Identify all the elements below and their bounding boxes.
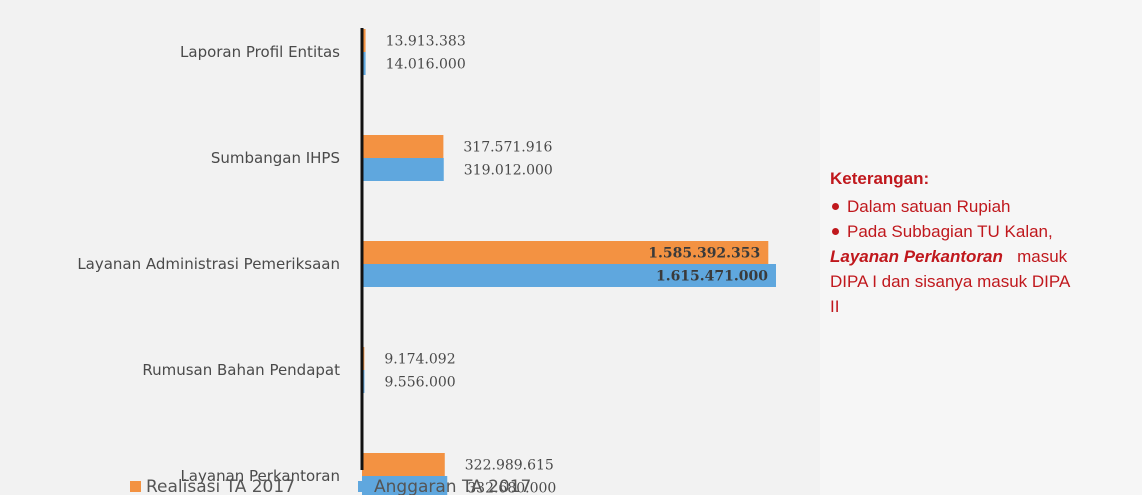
data-label: 14.016.000 [386,57,466,73]
data-label: 9.556.000 [384,375,455,391]
data-label: 317.571.916 [463,140,552,156]
bar-realisasi [362,135,444,158]
note-line-2: Layanan Perkantoran masuk [830,244,1135,269]
legend-swatch [130,481,141,492]
bullet-dot-icon [832,228,839,236]
legend-label: Anggaran TA 2017 [374,477,531,495]
legend-label: Realisasi TA 2017 [146,477,295,495]
bar-anggaran [362,158,444,181]
note-bullet-1-text: Dalam satuan Rupiah [847,197,1011,216]
bar-realisasi [362,29,366,52]
category-label: Rumusan Bahan Pendapat [142,361,340,379]
category-label: Sumbangan IHPS [211,149,340,167]
note-panel: Keterangan: Dalam satuan Rupiah Pada Sub… [830,166,1135,319]
note-line-3: DIPA I dan sisanya masuk DIPA [830,272,1071,291]
bar-realisasi [362,241,769,264]
category-label: Laporan Profil Entitas [180,43,340,61]
note-line-4: II [830,297,840,316]
data-label: 9.174.092 [384,352,455,368]
category-label: Layanan Administrasi Pemeriksaan [77,255,340,273]
note-bullet-2-text: Pada Subbagian TU Kalan, [847,222,1053,241]
note-bullet-1: Dalam satuan Rupiah [830,194,1135,219]
category-label: Layanan Perkantoran [180,467,340,485]
note-title: Keterangan: [830,169,930,188]
note-emphasis: Layanan Perkantoran [830,247,1003,266]
note-line-2-rest: masuk [1017,247,1068,266]
bar-anggaran [362,264,776,287]
data-label: 322.989.615 [465,458,554,474]
note-bullet-2: Pada Subbagian TU Kalan, [830,219,1135,244]
data-label: 1.585.392.353 [648,246,760,262]
data-label: 332.680.000 [467,481,556,495]
bar-anggaran [362,476,448,495]
bar-chart: Laporan Profil Entitas 13.913.383 14.016.0… [77,28,776,495]
legend-swatch [358,481,369,492]
bullet-dot-icon [832,203,839,211]
data-label: 13.913.383 [386,34,466,50]
data-label: 319.012.000 [464,163,553,179]
chart-area: Laporan Profil Entitas 13.913.383 14.016.0… [77,28,776,495]
bar-anggaran [362,52,366,75]
data-label: 1.615.471.000 [656,269,768,285]
bar-realisasi [362,453,445,476]
